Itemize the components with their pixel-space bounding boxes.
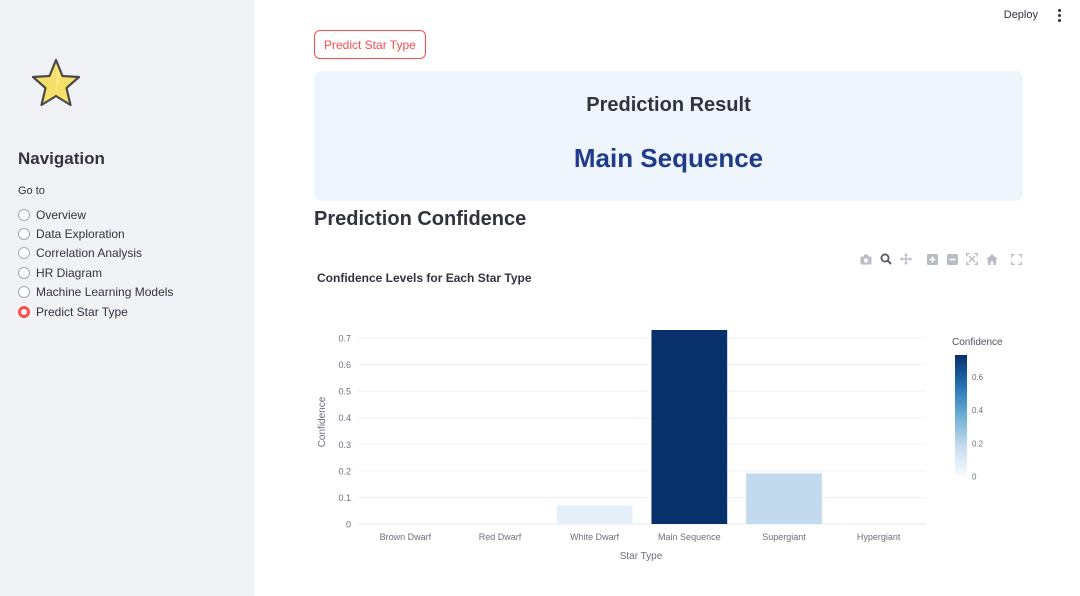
x-tick-label: Main Sequence <box>658 532 721 542</box>
x-tick-label: Brown Dwarf <box>380 532 432 542</box>
colorbar: Confidence 0 0.2 0.4 0.6 <box>952 337 1003 482</box>
chart-gridlines <box>358 337 926 525</box>
chart-title: Confidence Levels for Each Star Type <box>317 271 532 285</box>
result-title: Prediction Result <box>586 94 751 116</box>
bar-main-sequence[interactable] <box>651 330 728 524</box>
goto-label: Go to <box>18 185 45 197</box>
y-tick-label: 0.4 <box>338 413 351 423</box>
nav-radio-data-exploration[interactable]: Data Exploration <box>18 224 173 243</box>
star-icon <box>31 58 81 107</box>
colorbar-tick-label: 0.6 <box>972 373 984 382</box>
zoom-icon[interactable] <box>878 251 894 267</box>
y-tick-label: 0.2 <box>338 466 351 476</box>
fullscreen-icon[interactable] <box>1008 251 1024 267</box>
nav-radio-label: Correlation Analysis <box>36 246 143 261</box>
bars <box>556 330 917 524</box>
x-axis: Brown Dwarf Red Dwarf White Dwarf Main Sequ… <box>380 532 901 542</box>
radio-unselected-icon[interactable] <box>18 286 30 299</box>
nav-radio-hr-diagram[interactable]: HR Diagram <box>18 263 173 282</box>
zoom-in-icon[interactable] <box>924 251 940 267</box>
home-icon[interactable] <box>984 251 1000 267</box>
colorbar-title: Confidence <box>952 337 1003 348</box>
main-menu-icon[interactable] <box>1054 6 1064 24</box>
colorbar-gradient <box>955 355 967 476</box>
y-tick-label: 0.1 <box>338 493 351 503</box>
x-axis-title: Star Type <box>620 551 663 562</box>
nav-radio-label: Overview <box>36 207 87 222</box>
y-tick-label: 0 <box>346 520 351 530</box>
confidence-bar-chart: Confidence Levels for Each Star Type 0 0.… <box>317 271 1003 562</box>
autoscale-icon[interactable] <box>964 251 980 267</box>
confidence-section-title: Prediction Confidence <box>314 208 527 230</box>
x-tick-label: White Dwarf <box>570 532 620 542</box>
x-tick-label: Supergiant <box>762 532 806 542</box>
chart-modebar <box>858 251 1024 267</box>
colorbar-tick-label: 0.2 <box>972 439 984 448</box>
sidebar-title: Navigation <box>18 149 105 168</box>
nav-radio-machine-learning-models[interactable]: Machine Learning Models <box>18 283 173 302</box>
radio-unselected-icon[interactable] <box>18 247 30 260</box>
prediction-result-box: Prediction Result Main Sequence <box>314 71 1023 201</box>
radio-unselected-icon[interactable] <box>18 266 30 279</box>
deploy-button[interactable]: Deploy <box>1003 9 1038 21</box>
camera-icon[interactable] <box>858 251 874 267</box>
nav-radio-predict-star-type[interactable]: Predict Star Type <box>18 302 173 321</box>
nav-radio-label: Data Exploration <box>36 227 125 242</box>
bar-hypergiant[interactable] <box>840 522 917 524</box>
result-value: Main Sequence <box>573 143 764 173</box>
y-tick-label: 0.3 <box>338 440 351 450</box>
radio-unselected-icon[interactable] <box>18 228 30 241</box>
y-tick-label: 0.5 <box>338 387 351 397</box>
nav-radio-overview[interactable]: Overview <box>18 205 173 224</box>
radio-unselected-icon[interactable] <box>18 208 30 221</box>
radio-selected-icon[interactable] <box>18 305 30 318</box>
zoom-out-icon[interactable] <box>944 251 960 267</box>
bar-white-dwarf[interactable] <box>556 505 633 524</box>
colorbar-tick-label: 0.4 <box>972 406 984 415</box>
colorbar-tick-label: 0 <box>972 473 977 482</box>
bar-supergiant[interactable] <box>746 473 822 524</box>
y-tick-label: 0.7 <box>338 333 351 343</box>
y-axis: 0 0.1 0.2 0.3 0.4 0.5 0.6 0.7 <box>338 333 351 529</box>
predict-button[interactable]: Predict Star Type <box>314 30 426 59</box>
x-tick-label: Red Dwarf <box>479 532 522 542</box>
nav-radio-group: Overview Data Exploration Correlation Anal… <box>18 205 173 321</box>
nav-radio-label: Machine Learning Models <box>36 285 174 300</box>
x-tick-label: Hypergiant <box>857 532 901 542</box>
nav-radio-label: Predict Star Type <box>36 304 128 319</box>
y-axis-title: Confidence <box>317 396 328 447</box>
nav-radio-correlation-analysis[interactable]: Correlation Analysis <box>18 244 173 263</box>
sidebar: Navigation Go to Overview Data Exploratio… <box>0 0 254 596</box>
nav-radio-label: HR Diagram <box>36 265 103 280</box>
y-tick-label: 0.6 <box>338 360 351 370</box>
pan-icon[interactable] <box>898 251 914 267</box>
